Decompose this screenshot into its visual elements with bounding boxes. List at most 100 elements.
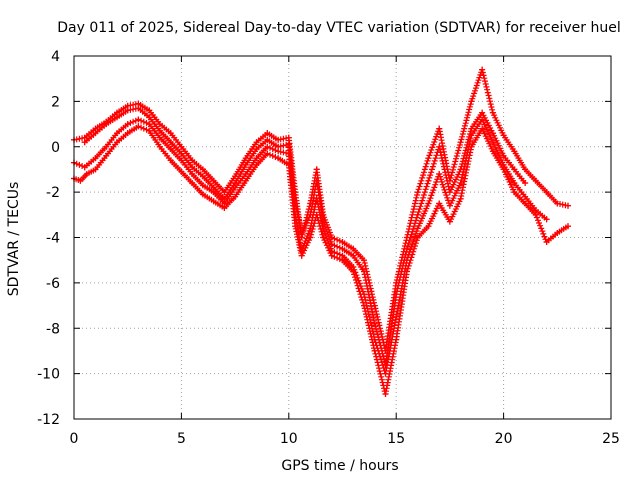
data-point xyxy=(382,391,389,397)
data-point xyxy=(103,121,110,128)
data-point xyxy=(253,155,260,162)
data-point xyxy=(554,200,561,207)
data-point xyxy=(298,252,305,259)
data-point xyxy=(199,173,206,180)
y-tick-label: 2 xyxy=(51,94,60,110)
data-point xyxy=(489,139,496,146)
data-point xyxy=(114,114,120,121)
data-point xyxy=(479,116,486,123)
data-point xyxy=(232,193,239,200)
data-point xyxy=(500,166,507,173)
data-point xyxy=(468,143,475,150)
data-point xyxy=(522,200,529,207)
data-point xyxy=(156,121,163,128)
data-point xyxy=(489,109,496,116)
data-point xyxy=(221,205,228,211)
data-point xyxy=(414,225,421,232)
data-point xyxy=(156,127,163,134)
data-point xyxy=(242,161,249,168)
data-point xyxy=(114,130,120,137)
data-point xyxy=(414,234,421,241)
data-point xyxy=(285,134,292,141)
x-tick-label: 20 xyxy=(495,431,513,447)
y-tick-label: 0 xyxy=(51,140,60,156)
y-tick-label: -2 xyxy=(46,185,60,201)
grid xyxy=(74,56,611,419)
data-point xyxy=(446,218,453,225)
data-point xyxy=(522,193,529,200)
data-point xyxy=(167,130,174,137)
y-tick-label: -10 xyxy=(37,367,60,383)
data-point xyxy=(146,121,153,128)
y-tick-label: 4 xyxy=(51,49,60,65)
data-point xyxy=(361,302,367,309)
data-point xyxy=(457,195,464,202)
data-point xyxy=(414,211,421,218)
data-point xyxy=(199,182,206,189)
data-point xyxy=(178,143,185,150)
data-point xyxy=(135,123,142,130)
data-point xyxy=(425,177,432,184)
data-point xyxy=(511,166,518,173)
data-point xyxy=(313,195,320,202)
data-point xyxy=(511,189,518,196)
data-point xyxy=(307,234,314,241)
data-point xyxy=(425,200,432,207)
data-point xyxy=(210,198,217,205)
x-tick-label: 0 xyxy=(70,431,79,447)
data-point xyxy=(565,223,571,230)
data-point xyxy=(146,114,153,121)
data-point xyxy=(167,157,174,164)
x-tick-label: 15 xyxy=(387,431,405,447)
data-point xyxy=(81,139,88,146)
data-point xyxy=(425,155,432,162)
data-point xyxy=(167,146,174,152)
data-point xyxy=(199,191,206,198)
series-track-2 xyxy=(81,105,529,368)
y-axis-label: SDTVAR / TECUs xyxy=(6,182,22,297)
data-point xyxy=(479,66,486,73)
data-point xyxy=(83,171,90,177)
data-point xyxy=(371,302,378,309)
data-point xyxy=(210,177,217,184)
data-point xyxy=(124,130,131,137)
data-point xyxy=(146,107,153,114)
tick-labels: 0 5 10 15 20 25 -12 -10 -8 -6 -4 -2 0 2 4 xyxy=(37,49,620,447)
data-point xyxy=(361,257,367,264)
data-point xyxy=(189,164,196,171)
data-point xyxy=(403,245,410,252)
data-point xyxy=(92,155,99,162)
data-point xyxy=(253,161,260,168)
data-point xyxy=(468,98,475,105)
data-point xyxy=(167,139,174,146)
series-layer xyxy=(71,66,571,397)
data-point xyxy=(242,177,249,184)
data-point xyxy=(350,245,357,252)
data-point xyxy=(313,211,320,218)
data-point xyxy=(313,166,320,173)
data-point xyxy=(500,132,507,139)
data-point xyxy=(489,130,496,137)
data-point xyxy=(264,130,271,137)
data-point xyxy=(425,223,432,230)
data-point xyxy=(189,180,196,186)
data-point xyxy=(189,171,196,177)
data-point xyxy=(350,268,357,275)
data-point xyxy=(436,143,443,150)
data-point xyxy=(253,139,260,146)
data-point xyxy=(292,223,299,230)
y-tick-label: -12 xyxy=(37,412,60,428)
data-point xyxy=(339,245,346,252)
data-point xyxy=(457,139,464,146)
data-point xyxy=(532,211,539,218)
data-point xyxy=(178,168,185,175)
data-point xyxy=(403,268,410,275)
data-point xyxy=(124,107,131,114)
data-point xyxy=(178,150,185,157)
data-point xyxy=(339,239,346,245)
data-point xyxy=(500,152,507,159)
x-tick-label: 5 xyxy=(177,431,186,447)
data-point xyxy=(489,148,496,155)
